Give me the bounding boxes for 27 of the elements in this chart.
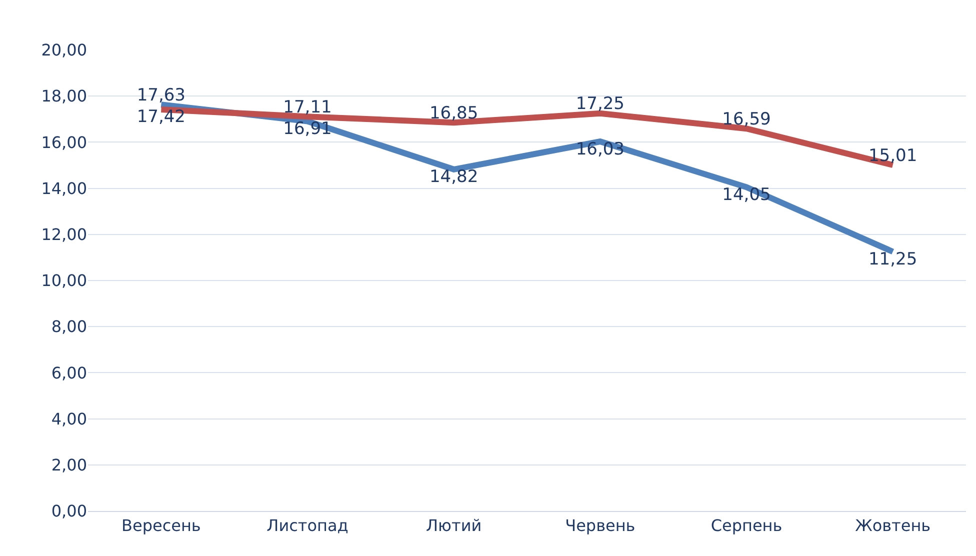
y-tick-label: 16,00 xyxy=(41,132,87,152)
data-label: 17,42 xyxy=(136,107,186,128)
x-tick-label: Вересень xyxy=(121,516,201,536)
data-label: 16,91 xyxy=(283,118,332,139)
data-label: 17,25 xyxy=(576,94,625,114)
x-tick-label: Лютий xyxy=(426,516,482,536)
data-label: 17,63 xyxy=(136,85,186,106)
y-tick-label: 20,00 xyxy=(41,40,87,60)
y-tick-label: 4,00 xyxy=(51,409,87,428)
data-label: 11,25 xyxy=(868,249,918,270)
y-tick-label: 10,00 xyxy=(41,271,87,290)
data-label: 17,11 xyxy=(283,97,332,118)
data-label: 16,85 xyxy=(429,103,478,124)
y-tick-label: 8,00 xyxy=(51,317,87,336)
data-label: 16,59 xyxy=(722,109,771,130)
data-label: 14,82 xyxy=(429,167,478,188)
x-tick-label: Червень xyxy=(565,516,636,536)
y-tick-label: 2,00 xyxy=(51,456,87,474)
y-tick-label: 18,00 xyxy=(41,86,87,106)
y-tick-label: 12,00 xyxy=(41,225,87,244)
y-tick-label: 0,00 xyxy=(51,502,87,521)
x-tick-label: Листопад xyxy=(266,516,348,536)
y-tick-label: 14,00 xyxy=(41,178,87,198)
x-tick-label: Серпень xyxy=(710,516,782,536)
data-label: 15,01 xyxy=(868,146,918,166)
x-tick-label: Жовтень xyxy=(855,516,931,536)
y-tick-label: 6,00 xyxy=(51,363,87,382)
